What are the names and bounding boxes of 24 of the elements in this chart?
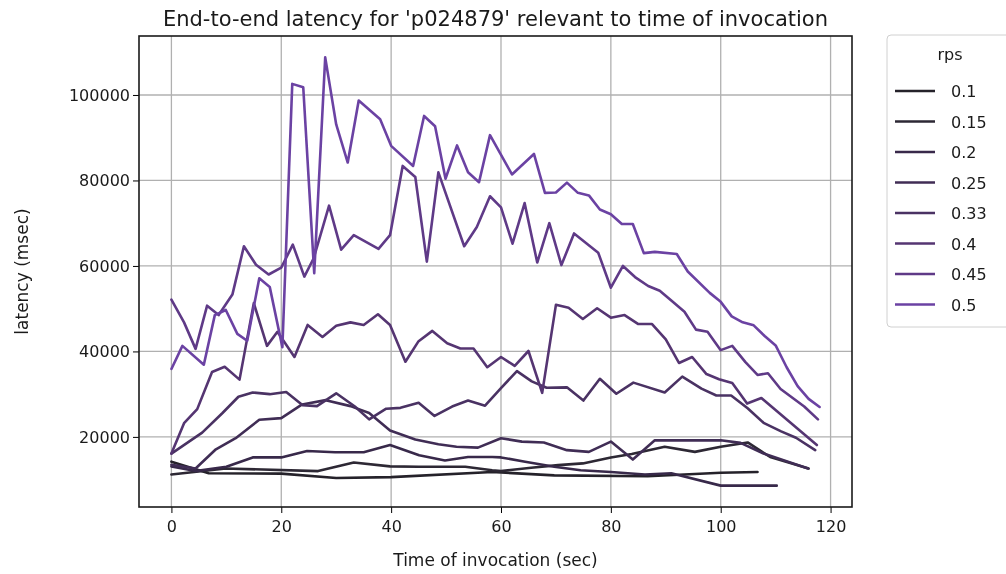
x-axis-title: Time of invocation (sec) bbox=[392, 550, 598, 570]
y-tick-label: 100000 bbox=[68, 85, 130, 105]
legend-label: 0.45 bbox=[951, 265, 987, 284]
legend-title: rps bbox=[937, 45, 963, 64]
y-tick-label: 80000 bbox=[79, 171, 130, 191]
x-tick-label: 60 bbox=[491, 517, 512, 536]
x-tick-label: 100 bbox=[705, 517, 737, 536]
legend-label: 0.1 bbox=[951, 82, 977, 101]
legend-label: 0.2 bbox=[951, 143, 977, 162]
legend-label: 0.4 bbox=[951, 234, 977, 254]
y-tick-label: 40000 bbox=[79, 342, 130, 362]
legend-label: 0.15 bbox=[951, 112, 987, 132]
y-tick-label: 20000 bbox=[79, 427, 130, 447]
chart-title: End-to-end latency for 'p024879' relevant to time of invocation bbox=[162, 7, 829, 31]
legend-label: 0.25 bbox=[951, 173, 987, 193]
x-tick-label: 20 bbox=[271, 517, 292, 536]
x-tick-label: 80 bbox=[601, 517, 622, 536]
legend-label: 0.5 bbox=[951, 295, 977, 315]
legend-label: 0.33 bbox=[951, 204, 987, 223]
x-tick-label: 120 bbox=[815, 517, 847, 536]
x-tick-label: 0 bbox=[166, 517, 177, 536]
y-tick-label: 60000 bbox=[79, 256, 130, 276]
x-tick-label: 40 bbox=[381, 517, 402, 536]
y-axis-title: latency (msec) bbox=[12, 208, 32, 335]
